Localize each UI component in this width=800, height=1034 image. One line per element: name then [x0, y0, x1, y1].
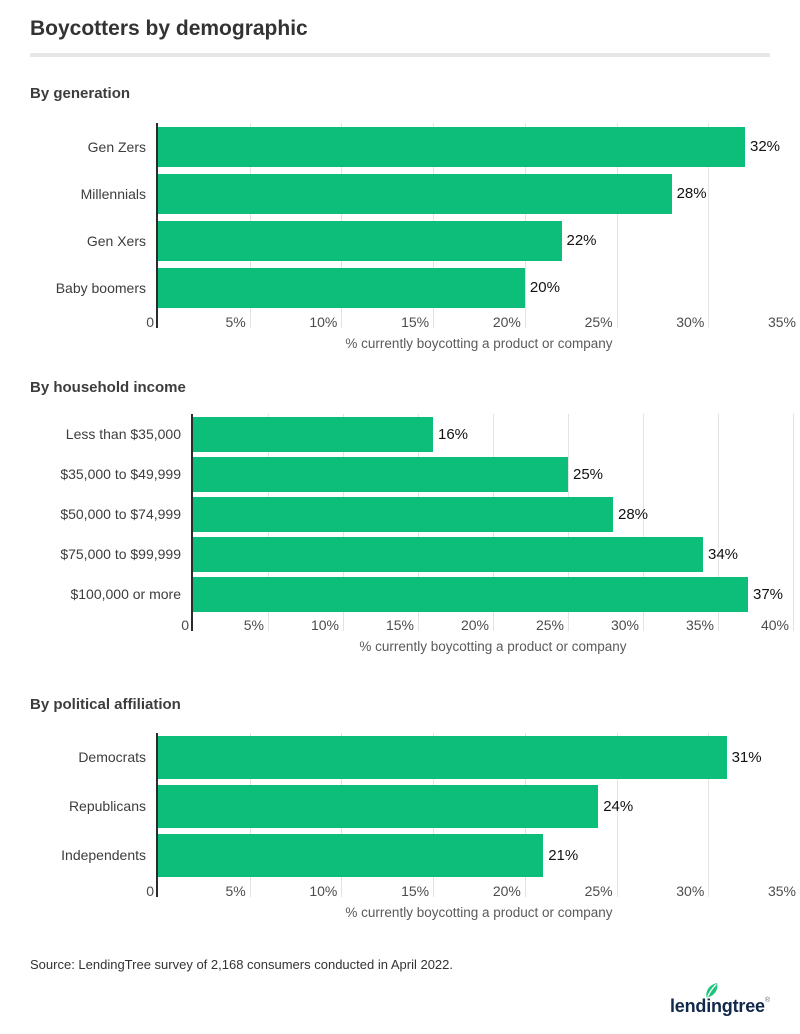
lendingtree-logo: lendingtree®: [670, 983, 770, 1018]
section-title-generation: By generation: [30, 85, 131, 102]
bar: [158, 736, 727, 779]
x-tick-label: 35%: [767, 883, 796, 899]
x-tick-label: 0: [181, 617, 189, 633]
category-label: Gen Xers: [86, 232, 146, 249]
value-label: 34%: [708, 545, 739, 563]
category-label: Republicans: [68, 798, 146, 814]
category-label: Independents: [61, 847, 146, 863]
category-label: Gen Zers: [87, 138, 146, 155]
section-generation: By generation Gen Zers 32% Millennials 28% G…: [30, 85, 796, 357]
x-tick-label: 0: [146, 883, 154, 899]
bar: [193, 496, 613, 532]
value-label: 28%: [618, 505, 649, 523]
x-tick-label: 15%: [401, 883, 430, 899]
x-tick-label: 20%: [492, 883, 521, 899]
value-label: 37%: [753, 585, 784, 603]
x-tick-label: 15%: [401, 314, 430, 330]
source-note: Source: LendingTree survey of 2,168 cons…: [30, 957, 453, 972]
x-tick-label: 5%: [225, 314, 246, 330]
bar: [158, 267, 525, 308]
bar-chart-political-affiliation: Democrats 31% Republicans 24% Independents 21…: [30, 733, 796, 926]
category-label: Millennials: [80, 185, 146, 202]
x-tick-label: 20%: [492, 314, 521, 330]
x-tick-label: 10%: [309, 314, 338, 330]
category-label: $50,000 to $74,999: [60, 505, 181, 522]
gridline: [643, 414, 644, 631]
x-tick-label: 30%: [676, 883, 705, 899]
x-tick-label: 5%: [243, 617, 264, 633]
x-tick-label: 25%: [584, 314, 613, 330]
x-axis-caption: % currently boycotting a product or comp…: [359, 639, 627, 654]
value-label: 21%: [548, 847, 579, 864]
value-label: 28%: [676, 184, 707, 202]
y-axis-line: [156, 123, 158, 328]
bar: [193, 456, 568, 492]
registered-mark: ®: [764, 997, 770, 1004]
value-label: 16%: [438, 425, 469, 443]
value-label: 31%: [731, 749, 762, 766]
y-axis-line: [156, 733, 158, 897]
value-label: 20%: [529, 278, 560, 296]
value-label: 25%: [573, 465, 604, 483]
x-tick-label: 5%: [225, 883, 246, 899]
bar: [193, 536, 703, 572]
x-tick-label: 40%: [760, 617, 789, 633]
x-tick-label: 30%: [676, 314, 705, 330]
value-label: 24%: [603, 798, 634, 815]
section-title-household-income: By household income: [30, 379, 186, 396]
x-tick-label: 0: [146, 314, 154, 330]
x-tick-label: 10%: [309, 883, 338, 899]
x-axis-caption: % currently boycotting a product or comp…: [345, 905, 613, 920]
x-axis-caption: % currently boycotting a product or comp…: [345, 336, 613, 351]
category-label: Baby boomers: [55, 279, 146, 296]
bar-chart-generation: Gen Zers 32% Millennials 28% Gen Xers 22% Baby…: [30, 123, 796, 357]
bar: [193, 576, 748, 612]
y-axis-line: [191, 414, 193, 631]
gridline: [616, 733, 618, 897]
bar: [158, 173, 672, 214]
x-tick-label: 35%: [767, 314, 796, 330]
gridline: [708, 733, 710, 897]
section-political-affiliation: By political affiliation Democrats 31% Rep…: [30, 696, 796, 926]
x-tick-label: 30%: [610, 617, 639, 633]
x-tick-label: 20%: [460, 617, 489, 633]
title-divider: [30, 53, 770, 57]
category-label: Democrats: [78, 749, 146, 765]
bar-chart-household-income: Less than $35,000 16% $35,000 to $49,999 25…: [30, 414, 794, 660]
x-tick-label: 25%: [584, 883, 613, 899]
gridline: [616, 123, 618, 328]
x-tick-label: 15%: [385, 617, 414, 633]
section-title-political-affiliation: By political affiliation: [30, 696, 181, 713]
bar: [158, 126, 745, 167]
section-household-income: By household income Less than $35,000 16%…: [30, 379, 794, 660]
category-label: $75,000 to $99,999: [60, 545, 181, 562]
x-tick-label: 25%: [535, 617, 564, 633]
gridline: [718, 414, 719, 631]
page-title: Boycotters by demographic: [30, 17, 308, 40]
leaf-icon: [702, 981, 721, 1000]
bar: [193, 416, 433, 452]
value-label: 32%: [750, 137, 781, 155]
logo-text: lendingtree: [670, 996, 765, 1016]
bar: [158, 785, 599, 828]
gridline: [708, 123, 710, 328]
x-tick-label: 10%: [310, 617, 339, 633]
category-label: Less than $35,000: [65, 425, 181, 442]
gridline: [793, 414, 794, 631]
bar: [158, 834, 544, 877]
category-label: $35,000 to $49,999: [60, 465, 181, 482]
category-label: $100,000 or more: [70, 585, 181, 602]
bar: [158, 220, 562, 261]
value-label: 22%: [566, 231, 597, 249]
x-tick-label: 35%: [685, 617, 714, 633]
